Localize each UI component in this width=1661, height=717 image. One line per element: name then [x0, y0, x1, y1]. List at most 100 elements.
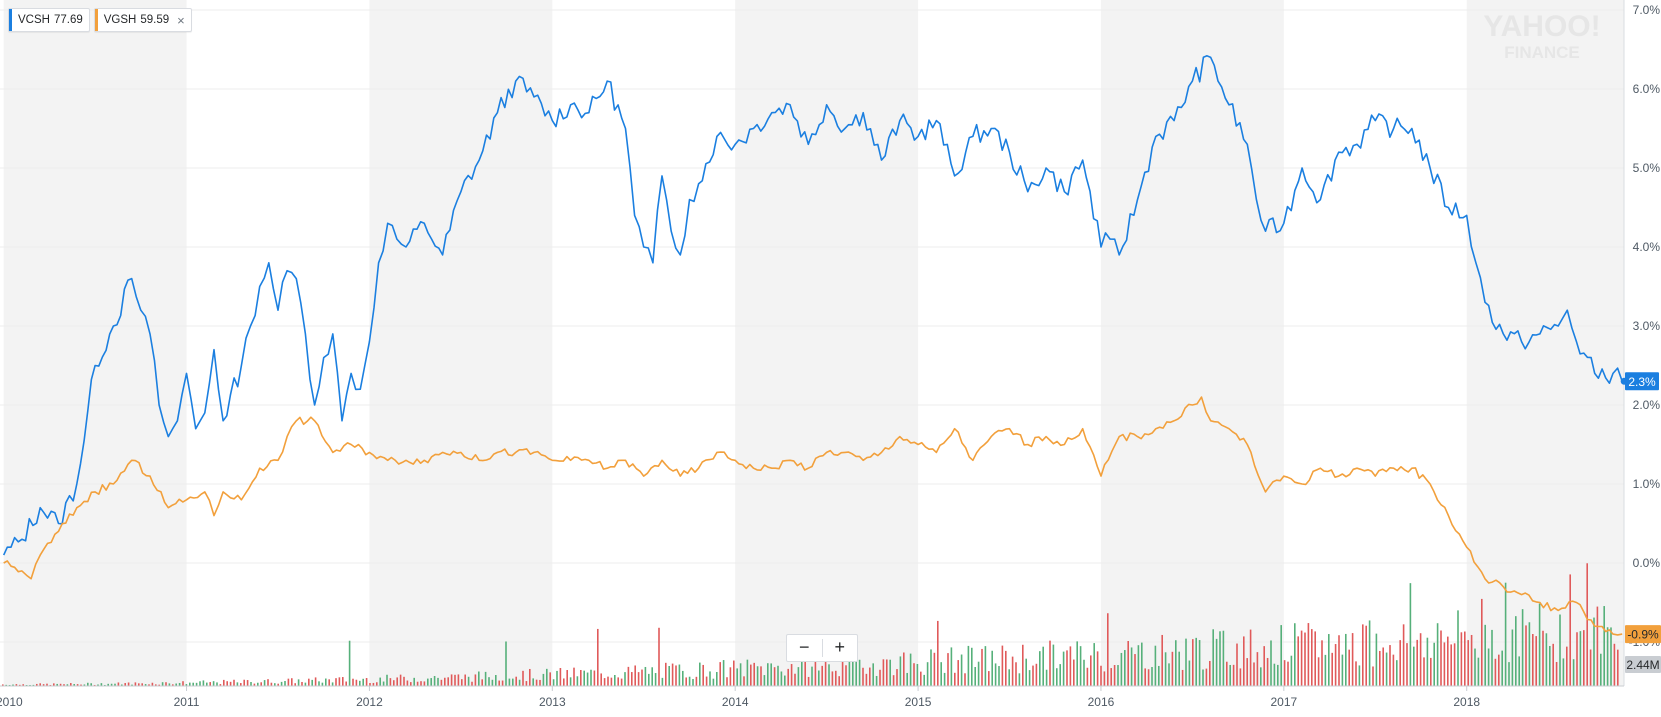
volume-bar [240, 683, 242, 686]
volume-bar [1355, 661, 1357, 686]
volume-bar [491, 679, 494, 686]
volume-bar [1372, 666, 1374, 686]
volume-bar [583, 670, 585, 686]
vgsh-end-badge [1625, 625, 1661, 644]
volume-bar [654, 673, 657, 686]
volume-bar [328, 679, 330, 686]
volume-bar [1256, 652, 1259, 686]
volume-bar [1351, 633, 1354, 686]
volume-bar [12, 684, 14, 686]
volume-bar [610, 677, 613, 686]
y-tick-label: 5.0% [1633, 161, 1661, 175]
end-labels: 2.3% -0.9% 2.44M [1620, 372, 1661, 673]
volume-bar [692, 678, 694, 686]
volume-bar [308, 678, 310, 686]
volume-bar [474, 674, 477, 686]
volume-bar [1600, 653, 1602, 686]
volume-bar [141, 683, 143, 686]
volume-bar [1586, 563, 1588, 686]
volume-bar [597, 628, 599, 686]
volume-bar [488, 677, 490, 686]
volume-bar [899, 656, 902, 686]
volume-bar [984, 646, 987, 686]
volume-bar [848, 652, 851, 686]
volume-bar [1375, 633, 1378, 686]
volume-bar [1402, 624, 1405, 686]
volume-bar [631, 672, 633, 686]
volume-bar [321, 682, 324, 686]
volume-bar [947, 653, 949, 686]
volume-bar [566, 670, 568, 686]
volume-bar [1498, 654, 1500, 686]
zoom-in-button[interactable]: + [834, 637, 845, 657]
volume-bar [1334, 644, 1337, 686]
volume-bar [549, 672, 551, 686]
volume-bar [104, 684, 106, 686]
volume-bar [1215, 638, 1218, 686]
volume-bar [1365, 625, 1367, 686]
volume-bar [158, 684, 160, 686]
volume-bar [1113, 665, 1116, 686]
volume-bar [1328, 634, 1330, 686]
volume-bar [889, 659, 891, 686]
volume-bar [573, 667, 575, 686]
volume-bar [1124, 650, 1126, 686]
volume-bar [753, 662, 755, 686]
volume-bar [712, 678, 715, 686]
volume-bar [410, 682, 412, 686]
volume-bar [1545, 633, 1548, 686]
volume-bar [1049, 640, 1051, 686]
volume-bar [440, 679, 443, 686]
year-bands [3, 0, 1624, 686]
volume-bar [909, 653, 912, 686]
volume-bar [634, 665, 636, 686]
volume-bar [773, 667, 776, 686]
volume-bar [916, 663, 919, 686]
volume-bar [185, 684, 188, 686]
volume-bar [780, 671, 783, 686]
volume-bar [869, 667, 871, 686]
volume-bar [852, 654, 854, 686]
volume-bar [1103, 671, 1106, 686]
volume-bar [1025, 658, 1027, 686]
legend-chip-vcsh[interactable]: VCSH 77.69 [8, 8, 90, 32]
volume-bar [559, 668, 562, 686]
volume-bar [699, 662, 701, 686]
volume-bar [1525, 625, 1527, 686]
volume-bar [807, 676, 810, 686]
y-tick-label: 3.0% [1633, 319, 1661, 333]
volume-bar [617, 677, 619, 686]
volume-bar [226, 681, 228, 686]
volume-bar [1253, 662, 1255, 686]
volume-bar [818, 670, 820, 686]
close-icon[interactable]: × [177, 12, 185, 28]
volume-bar [702, 664, 704, 686]
legend-chip-vgsh[interactable]: VGSH 59.59 × [93, 8, 192, 32]
volume-bar [168, 683, 171, 686]
volume-bar [831, 671, 834, 686]
volume-bar [1229, 664, 1231, 686]
volume-bar [172, 684, 174, 686]
volume-bar [36, 683, 38, 686]
volume-bar [263, 680, 266, 686]
volume-bar [76, 684, 79, 686]
volume-bar [943, 672, 946, 686]
volume-bar [1606, 627, 1609, 686]
volume-bar [1175, 640, 1177, 686]
volume-bar [872, 663, 874, 686]
volume-bar [716, 671, 718, 686]
volume-bar [1137, 645, 1140, 686]
volume-bar [284, 681, 286, 686]
volume-bar [39, 683, 41, 686]
volume-bar [920, 671, 922, 686]
volume-bar [1559, 614, 1561, 686]
zoom-out-button[interactable]: − [798, 637, 810, 657]
volume-bar [209, 682, 211, 686]
volume-bar [811, 666, 813, 686]
volume-bar [413, 677, 415, 686]
volume-bar [87, 682, 89, 686]
volume-bar [967, 645, 970, 686]
volume-bar [1610, 627, 1612, 686]
volume-bar [1249, 629, 1252, 686]
